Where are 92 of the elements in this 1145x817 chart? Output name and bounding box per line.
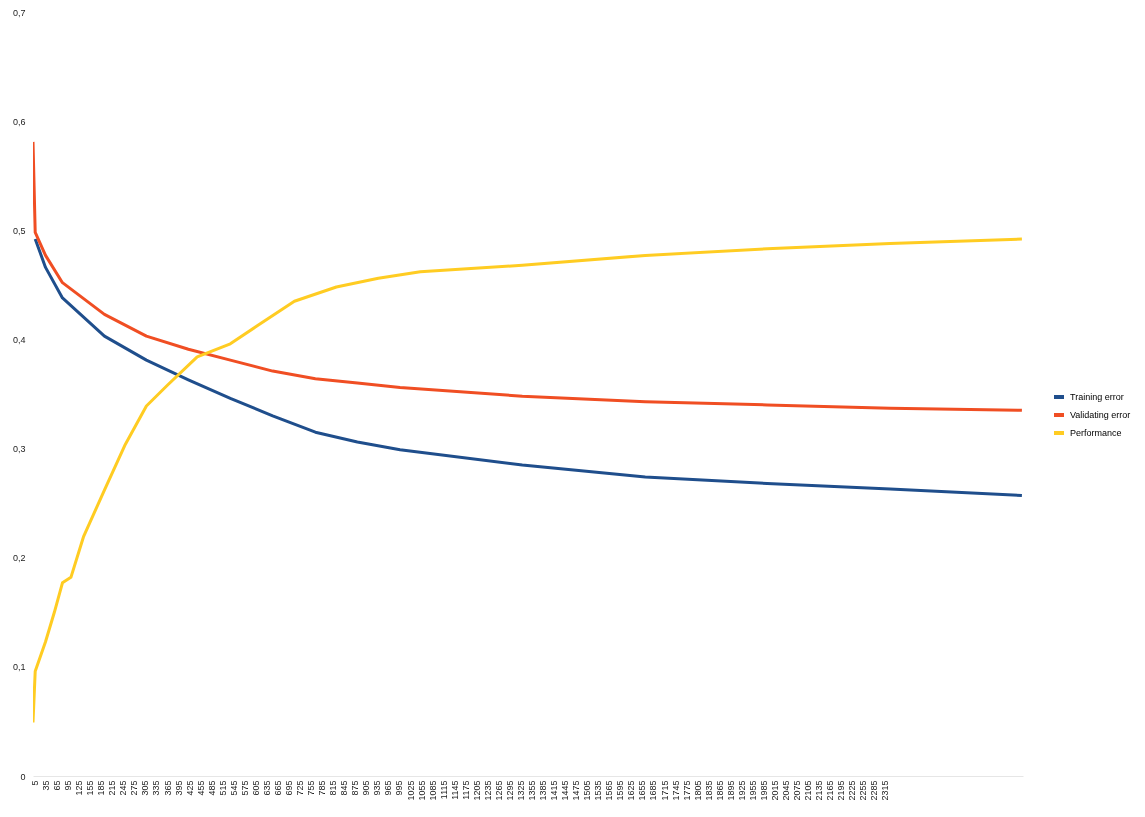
x-tick-label: 5	[29, 780, 40, 786]
x-tick-label: 215	[107, 780, 118, 796]
x-tick-label: 1955	[747, 780, 758, 801]
x-tick-label: 125	[74, 780, 85, 796]
x-tick-label: 35	[41, 780, 52, 791]
x-tick-label: 785	[317, 780, 328, 796]
y-tick-label: 0,3	[12, 444, 26, 455]
x-tick-label: 1325	[515, 780, 526, 801]
x-tick-label: 65	[52, 780, 63, 791]
x-tick-label: 1655	[637, 780, 648, 801]
x-tick-label: 425	[184, 780, 195, 796]
x-tick-label: 2105	[803, 780, 814, 801]
y-tick-label: 0,7	[12, 7, 26, 18]
x-tick-label: 1355	[527, 780, 537, 801]
x-tick-label: 2195	[836, 780, 847, 801]
x-tick-label: 1415	[549, 780, 560, 801]
x-tick-label: 1445	[560, 780, 571, 801]
x-tick-label: 1865	[714, 780, 725, 801]
x-tick-label: 1385	[538, 780, 549, 801]
x-tick-label: 1535	[593, 780, 604, 801]
x-tick-label: 155	[85, 780, 96, 796]
x-tick-label: 1715	[659, 780, 670, 801]
line-series	[33, 237, 1023, 725]
x-tick-label: 725	[295, 780, 306, 796]
x-tick-label: 815	[328, 780, 339, 796]
x-tick-label: 485	[206, 780, 217, 796]
x-tick-label: 1595	[615, 780, 626, 801]
line-series	[33, 140, 1023, 412]
legend-label: Training error	[1070, 392, 1124, 402]
x-tick-label: 1475	[571, 780, 582, 801]
y-tick-label: 0,1	[12, 662, 26, 673]
x-tick-label: 545	[228, 780, 239, 796]
x-tick-label: 2285	[869, 780, 880, 801]
x-tick-label: 1745	[670, 780, 681, 801]
x-tick-label: 1235	[482, 780, 493, 801]
x-tick-label: 2045	[781, 780, 792, 801]
x-tick-label: 905	[361, 780, 372, 796]
x-tick-label: 1505	[582, 780, 593, 801]
x-tick-label: 875	[350, 780, 361, 796]
x-tick-label: 935	[372, 780, 383, 796]
x-tick-label: 365	[162, 780, 173, 796]
x-tick-label: 2015	[769, 780, 780, 801]
x-tick-label: 2255	[858, 780, 869, 801]
x-tick-label: 1205	[471, 780, 482, 801]
x-tick-label: 2225	[847, 780, 858, 801]
line-series	[33, 237, 1023, 497]
x-tick-label: 1115	[438, 780, 449, 800]
x-tick-label: 395	[173, 780, 184, 796]
x-tick-label: 845	[339, 780, 350, 796]
x-tick-label: 1055	[416, 780, 427, 801]
x-tick-label: 305	[140, 780, 151, 796]
legend-label: Performance	[1070, 428, 1122, 438]
x-tick-label: 2315	[880, 780, 891, 801]
x-tick-label: 1295	[504, 780, 515, 801]
y-tick-label: 0,4	[12, 334, 26, 345]
x-tick-label: 575	[239, 780, 250, 796]
x-tick-label: 2075	[792, 780, 803, 801]
x-tick-label: 635	[261, 780, 272, 796]
x-tick-label: 965	[383, 780, 394, 796]
x-tick-label: 245	[118, 780, 129, 796]
x-tick-label: 455	[195, 780, 206, 796]
x-tick-label: 1625	[626, 780, 637, 801]
x-tick-label: 1925	[736, 780, 747, 801]
x-tick-label: 185	[96, 780, 107, 796]
x-tick-label: 275	[129, 780, 140, 796]
x-tick-label: 995	[394, 780, 405, 796]
x-tick-label: 665	[272, 780, 283, 796]
y-tick-label: 0,5	[12, 225, 26, 236]
x-tick-label: 95	[63, 780, 74, 791]
x-tick-label: 1895	[725, 780, 736, 801]
x-tick-label: 1565	[604, 780, 615, 801]
legend-label: Validating error	[1070, 410, 1131, 420]
x-tick-label: 2165	[825, 780, 836, 801]
y-tick-label: 0,2	[12, 553, 26, 564]
y-tick-label: 0	[20, 771, 26, 782]
y-tick-label: 0,6	[12, 116, 26, 127]
x-tick-label: 1025	[405, 780, 416, 801]
x-tick-label: 1775	[681, 780, 692, 801]
x-tick-label: 755	[306, 780, 317, 796]
x-tick-label: 1805	[692, 780, 703, 801]
x-tick-label: 1685	[648, 780, 659, 801]
x-tick-label: 2135	[814, 780, 825, 801]
x-tick-label: 1265	[493, 780, 504, 801]
x-tick-label: 1145	[449, 780, 460, 800]
x-tick-label: 1175	[460, 780, 471, 800]
x-tick-label: 1085	[427, 780, 438, 801]
x-tick-label: 515	[217, 780, 228, 796]
x-tick-label: 1985	[758, 780, 769, 801]
x-tick-label: 695	[284, 780, 295, 796]
x-tick-label: 1835	[703, 780, 714, 801]
x-tick-label: 605	[250, 780, 261, 796]
x-tick-label: 335	[151, 780, 162, 796]
